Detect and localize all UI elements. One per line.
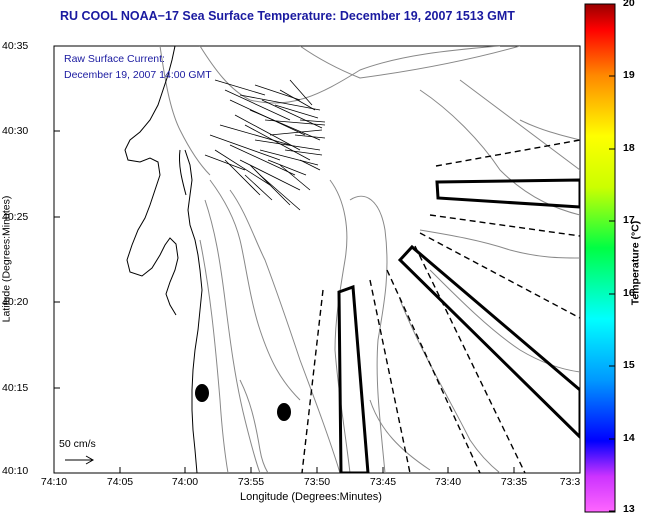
page-title: RU COOL NOAA−17 Sea Surface Temperature:… xyxy=(60,9,515,23)
current-time: December 19, 2007 14:00 GMT xyxy=(64,69,212,81)
lon-tick-label: 73:40 xyxy=(434,476,462,488)
colorbar-ticks xyxy=(609,3,615,512)
lon-tick-label: 73:50 xyxy=(303,476,331,488)
colorbar-tick-label: 18 xyxy=(623,142,635,154)
colorbar-tick-label: 17 xyxy=(623,214,635,226)
lon-tick-label: 73:45 xyxy=(369,476,397,488)
marker-1 xyxy=(195,384,209,402)
y-axis-label: Latitude (Degrees:Minutes) xyxy=(0,195,13,323)
colorbar-tick-label: 19 xyxy=(623,69,635,81)
zone-dashed-lines xyxy=(301,139,580,473)
colorbar-tick-label: 14 xyxy=(623,432,635,444)
scale-arrow xyxy=(65,455,95,465)
coastline xyxy=(124,46,203,473)
lat-tick-label: 40:25 xyxy=(2,211,29,223)
map-frame xyxy=(53,45,581,474)
lon-tick-label: 73:3 xyxy=(559,476,581,488)
x-axis-label: Longitude (Degrees:Minutes) xyxy=(240,491,382,503)
current-vectors xyxy=(204,79,326,211)
colorbar xyxy=(584,3,616,513)
lon-tick-label: 73:35 xyxy=(500,476,528,488)
marker-2 xyxy=(277,403,291,421)
lat-tick-label: 40:10 xyxy=(2,465,29,477)
zone-outlines xyxy=(337,178,580,473)
lon-tick-label: 73:55 xyxy=(237,476,265,488)
lat-tick-label: 40:20 xyxy=(2,296,29,308)
lat-tick-label: 40:15 xyxy=(2,382,29,394)
colorbar-tick-label: 20 xyxy=(623,0,635,9)
colorbar-tick-label: 13 xyxy=(623,503,635,515)
lat-tick-label: 40:30 xyxy=(2,125,29,137)
colorbar-label: Temperature (°C) xyxy=(629,220,642,306)
lon-tick-label: 74:10 xyxy=(40,476,68,488)
lon-tick-label: 74:00 xyxy=(171,476,199,488)
lat-tick-label: 40:35 xyxy=(2,40,29,52)
axis-ticks xyxy=(53,45,581,474)
scale-label: 50 cm/s xyxy=(59,438,96,450)
current-label: Raw Surface Current: xyxy=(64,53,165,65)
lon-tick-label: 74:05 xyxy=(106,476,134,488)
colorbar-tick-label: 15 xyxy=(623,359,635,371)
colorbar-tick-label: 16 xyxy=(623,287,635,299)
